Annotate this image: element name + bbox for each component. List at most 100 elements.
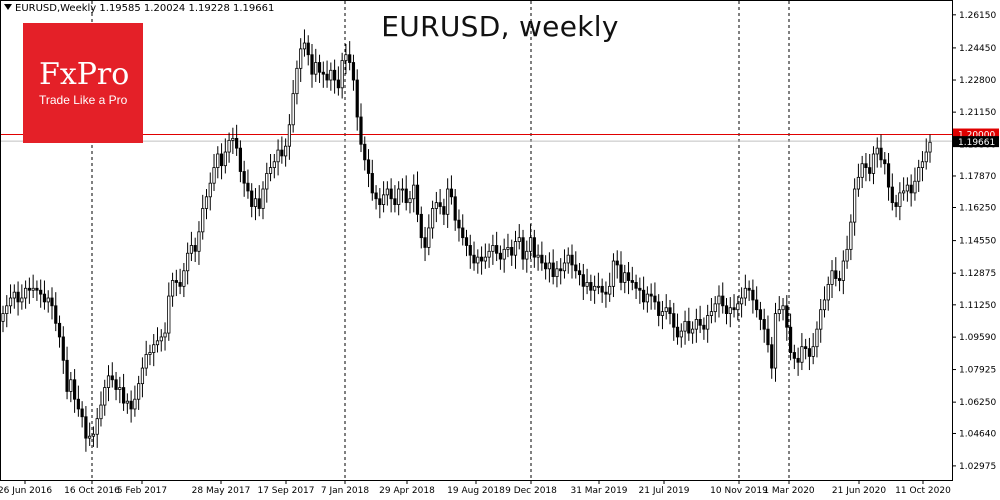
x-tick-label: 17 Sep 2017 (257, 486, 314, 496)
candle-body-down (419, 213, 423, 239)
candle-body-up (197, 231, 201, 252)
candle-body-down (389, 188, 393, 200)
candle-body-up (815, 328, 819, 348)
candle (189, 231, 194, 262)
candle (242, 160, 246, 197)
candle-body-up (95, 418, 99, 435)
candle-body-down (61, 336, 65, 361)
candle-body-up (487, 250, 491, 258)
candle (623, 264, 627, 294)
candle-body-down (336, 79, 340, 89)
candle (306, 35, 310, 66)
candle (898, 182, 902, 221)
candle (796, 347, 800, 376)
candle (314, 48, 318, 82)
candle (155, 327, 160, 353)
candle (751, 279, 755, 314)
candle (540, 241, 544, 271)
fxpro-logo: FxPro Trade Like a Pro (23, 23, 143, 143)
candle (423, 226, 427, 262)
candle (739, 287, 744, 318)
candle (412, 174, 416, 213)
candle (446, 178, 450, 228)
candle (777, 296, 781, 322)
x-tick-label: 28 May 2017 (192, 486, 251, 496)
candle (186, 242, 190, 285)
candle (905, 177, 909, 202)
candle (400, 178, 405, 203)
candle (928, 134, 932, 163)
candle (39, 279, 43, 308)
candle (487, 243, 491, 268)
candle (295, 60, 299, 105)
candle-body-down (35, 287, 39, 291)
candle-body-up (736, 303, 740, 311)
y-tick-label: 1.26150 (959, 11, 996, 21)
candle (476, 249, 480, 274)
candle-body-down (370, 173, 374, 194)
candle-body-down (442, 206, 446, 215)
candle (91, 426, 96, 447)
candle-body-up (845, 248, 849, 262)
candle (197, 221, 201, 265)
candle-body-down (479, 256, 484, 262)
candle-body-up (144, 354, 148, 369)
candle-body-up (118, 387, 122, 390)
candle-body-up (427, 227, 431, 248)
x-tick-label: 9 Dec 2018 (505, 486, 557, 496)
candle (231, 127, 235, 154)
candle-body-up (800, 346, 804, 363)
dropdown-triangle-icon[interactable] (4, 4, 12, 10)
candle-body-down (879, 147, 883, 161)
candle (807, 337, 812, 371)
y-tick-label: 1.12875 (959, 269, 996, 279)
candle (129, 390, 133, 423)
candle-body-down (634, 282, 638, 289)
candle (804, 338, 808, 360)
candle (348, 41, 352, 71)
candle-body-up (566, 254, 570, 264)
candle (834, 257, 838, 287)
candle-body-down (438, 202, 442, 207)
candle-body-down (363, 143, 367, 161)
candle (860, 155, 864, 189)
candle-body-up (536, 254, 540, 258)
candle-body-up (826, 283, 830, 301)
candle-body-down (747, 287, 751, 291)
candle (498, 245, 503, 270)
candle-body-down (257, 198, 261, 209)
symbol-info-text: EURUSD,Weekly 1.19585 1.20024 1.19228 1.… (15, 3, 275, 14)
candle (577, 262, 582, 286)
candle-body-down (804, 346, 808, 350)
candle (174, 269, 178, 297)
candle (924, 138, 928, 170)
candle (883, 152, 887, 175)
y-tick-label: 1.11250 (959, 301, 996, 311)
candle-body-down (864, 163, 868, 169)
candle-body-down (280, 149, 284, 157)
candle-body-up (216, 153, 220, 169)
candle (381, 181, 386, 213)
candle-body-down (404, 188, 408, 204)
candle (299, 38, 303, 82)
candle-body-up (201, 208, 205, 233)
candle (321, 61, 325, 88)
candle-body-down (834, 270, 838, 279)
logo-tagline: Trade Like a Pro (39, 93, 128, 107)
candle-body-up (329, 69, 333, 81)
candle (747, 280, 751, 301)
candle (675, 313, 680, 345)
candle-body-up (152, 344, 156, 353)
candle-body-down (498, 252, 503, 260)
candle-body-up (106, 375, 111, 388)
candle (826, 276, 830, 311)
candle-body-up (924, 151, 928, 163)
candle (849, 214, 853, 261)
candle-body-up (562, 262, 567, 272)
candle (148, 344, 152, 366)
candle (265, 162, 269, 203)
candle (521, 229, 525, 270)
candle (159, 329, 163, 352)
candle-body-up (611, 260, 616, 287)
